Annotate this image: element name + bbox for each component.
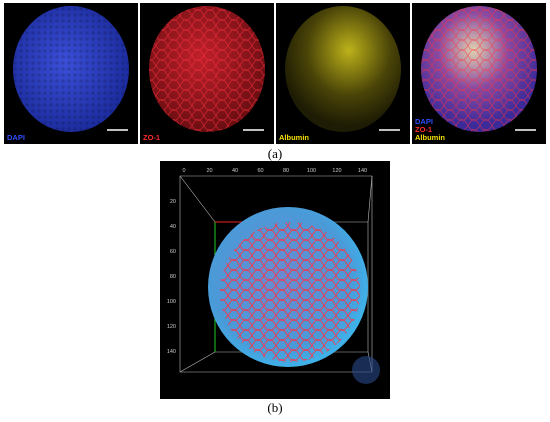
channel-label: Albumin [279,133,309,142]
panel-b: 0 20 40 60 80 100 120 140 20 40 60 80 100 120 140 [160,161,390,399]
x-axis-label: 0 [182,168,185,174]
cell-texture [149,6,265,132]
y-axis-label: 80 [170,274,176,280]
panel-b-caption: (b) [267,400,282,415]
panel-a-caption: (a) [268,146,282,161]
debris [352,356,380,384]
y-axis-label: 20 [170,199,176,205]
channel-label: DAPI [415,117,433,126]
x-axis-label: 40 [232,168,238,174]
x-axis-label: 60 [257,168,263,174]
cell-texture [13,6,129,132]
x-axis-label: 100 [307,168,316,174]
channel-label: ZO-1 [415,125,432,134]
spheroid [285,6,401,132]
x-axis-label: 120 [332,168,341,174]
tight-junction-network [220,222,360,362]
y-axis-label: 60 [170,249,176,255]
y-axis-label: 140 [167,349,176,355]
y-axis-label: 40 [170,224,176,230]
x-axis-label: 140 [358,168,367,174]
channel-label: DAPI [7,133,25,142]
y-axis-label: 100 [167,299,176,305]
x-axis-label: 80 [283,168,289,174]
cell-texture [421,6,537,132]
y-axis-label: 120 [167,324,176,330]
channel-label: ZO-1 [143,133,160,142]
x-axis-label: 20 [206,168,212,174]
channel-label: Albumin [415,133,445,142]
